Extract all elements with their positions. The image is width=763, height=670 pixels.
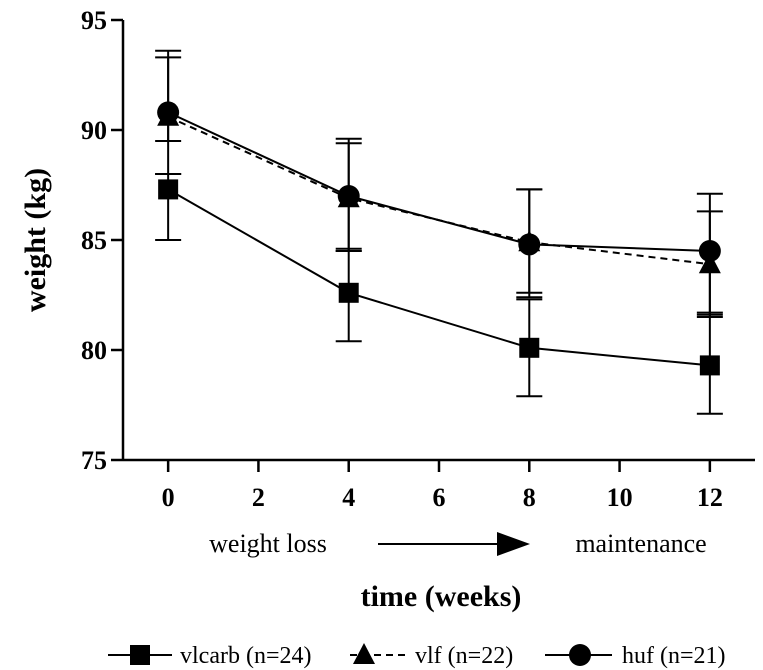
x-axis-title: time (weeks) xyxy=(361,580,522,613)
legend-item-2: huf (n=21) xyxy=(545,643,726,669)
series-0 xyxy=(155,173,723,415)
y-axis-title: weight (kg) xyxy=(19,168,52,312)
series-line-1 xyxy=(167,115,710,266)
x-tick-label-12: 12 xyxy=(697,483,723,512)
data-point-0-3 xyxy=(699,355,720,376)
data-point-2-3 xyxy=(698,240,721,262)
data-point-2-1 xyxy=(337,185,360,207)
y-tick-label-75: 75 xyxy=(81,446,107,475)
ticks: 75 80 85 90 95 0 2 4 6 8 10 12 xyxy=(81,6,723,512)
x-tick-label-2: 2 xyxy=(252,483,265,512)
data-point-2-2 xyxy=(518,233,541,256)
x-tick-label-8: 8 xyxy=(523,483,536,512)
legend-label-1: vlf (n=22) xyxy=(415,643,513,669)
x-tick-label-10: 10 xyxy=(607,483,633,512)
series-line-2 xyxy=(167,111,710,252)
y-tick-label-85: 85 xyxy=(81,226,107,255)
data-point-0-2 xyxy=(519,337,540,358)
axes xyxy=(121,20,755,462)
legend-marker-0 xyxy=(130,645,150,665)
legend-marker-1 xyxy=(353,643,375,664)
series-2 xyxy=(155,49,723,316)
x-tick-label-0: 0 xyxy=(162,483,175,512)
data-point-0-0 xyxy=(158,179,179,200)
legend-label-0: vlcarb (n=24) xyxy=(180,643,311,669)
legend-item-1: vlf (n=22) xyxy=(350,643,513,669)
legend: vlcarb (n=24) vlf (n=22) huf (n=21) xyxy=(108,643,726,669)
plot-area xyxy=(155,49,723,415)
legend-marker-2 xyxy=(569,644,591,666)
series-line-0 xyxy=(167,188,710,367)
data-point-2-0 xyxy=(157,101,180,124)
y-tick-label-80: 80 xyxy=(81,336,107,365)
phase-arrow xyxy=(378,532,530,556)
x-tick-label-6: 6 xyxy=(433,483,446,512)
annotation-weight-loss: weight loss xyxy=(209,529,327,558)
x-tick-label-4: 4 xyxy=(342,483,355,512)
y-tick-label-95: 95 xyxy=(81,6,107,35)
legend-label-2: huf (n=21) xyxy=(622,643,726,669)
series-1 xyxy=(155,56,723,318)
annotation-maintenance: maintenance xyxy=(575,529,706,558)
legend-item-0: vlcarb (n=24) xyxy=(108,643,311,669)
data-point-0-1 xyxy=(338,282,359,303)
y-tick-label-90: 90 xyxy=(81,116,107,145)
